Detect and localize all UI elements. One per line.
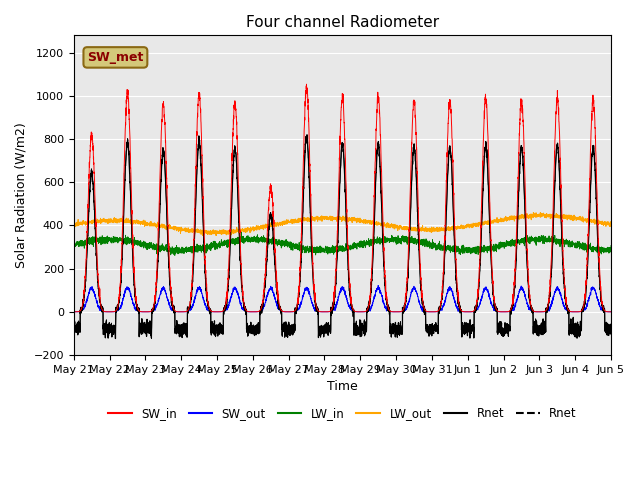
Rnet	[493, 330, 501, 336]
Text: SW_met: SW_met	[87, 51, 143, 64]
SW_out	[323, 309, 330, 315]
LW_out	[607, 221, 614, 227]
SW_in	[463, 309, 470, 315]
SW_out	[433, 309, 441, 314]
SW_out	[166, 303, 174, 309]
Rnet	[607, 326, 615, 332]
Rnet	[433, 325, 441, 331]
X-axis label: Time: Time	[327, 380, 358, 393]
SW_out	[463, 309, 470, 315]
LW_in	[607, 247, 614, 253]
Line: Rnet: Rnet	[74, 134, 611, 338]
Rnet	[70, 325, 77, 331]
LW_out	[166, 223, 174, 229]
SW_in	[166, 277, 174, 283]
SW_in	[433, 309, 441, 314]
SW_out	[374, 283, 382, 288]
Rnet	[493, 330, 501, 336]
LW_out	[433, 225, 441, 230]
Legend: SW_in, SW_out, LW_in, LW_out, Rnet, Rnet: SW_in, SW_out, LW_in, LW_out, Rnet, Rnet	[104, 402, 581, 425]
Line: LW_out: LW_out	[74, 213, 611, 236]
LW_in	[237, 229, 245, 235]
LW_in	[70, 243, 77, 249]
Rnet	[166, 288, 174, 294]
LW_out	[323, 214, 330, 220]
LW_out	[607, 221, 615, 227]
Rnet	[607, 327, 615, 333]
Rnet	[111, 336, 119, 341]
Rnet	[303, 132, 311, 138]
Rnet	[323, 320, 330, 325]
LW_in	[607, 243, 615, 249]
SW_out	[607, 309, 615, 315]
LW_out	[493, 220, 501, 226]
LW_in	[433, 243, 441, 249]
LW_out	[199, 233, 207, 239]
SW_in	[303, 81, 310, 87]
LW_in	[493, 244, 501, 250]
Line: LW_in: LW_in	[74, 232, 611, 255]
Line: SW_out: SW_out	[74, 286, 611, 312]
Rnet	[323, 320, 330, 325]
Rnet	[303, 132, 311, 137]
Rnet	[166, 288, 174, 294]
Rnet	[70, 325, 77, 331]
SW_in	[607, 309, 614, 315]
SW_in	[323, 309, 330, 315]
SW_out	[493, 309, 501, 314]
Line: Rnet: Rnet	[74, 135, 611, 338]
Rnet	[463, 329, 470, 335]
SW_in	[607, 309, 615, 315]
Line: SW_in: SW_in	[74, 84, 611, 312]
SW_in	[70, 309, 77, 315]
LW_out	[536, 210, 544, 216]
Y-axis label: Solar Radiation (W/m2): Solar Radiation (W/m2)	[15, 122, 28, 268]
Rnet	[607, 327, 614, 333]
LW_in	[171, 252, 179, 258]
LW_in	[166, 247, 174, 252]
SW_out	[607, 309, 614, 315]
LW_out	[463, 224, 470, 229]
Rnet	[433, 325, 441, 331]
Rnet	[607, 325, 614, 331]
Title: Four channel Radiometer: Four channel Radiometer	[246, 15, 439, 30]
Rnet	[148, 336, 156, 341]
LW_out	[70, 220, 77, 226]
LW_in	[323, 249, 330, 254]
SW_in	[493, 308, 501, 313]
SW_out	[70, 309, 77, 315]
SW_in	[249, 309, 257, 315]
Rnet	[463, 329, 470, 335]
LW_in	[463, 247, 470, 252]
